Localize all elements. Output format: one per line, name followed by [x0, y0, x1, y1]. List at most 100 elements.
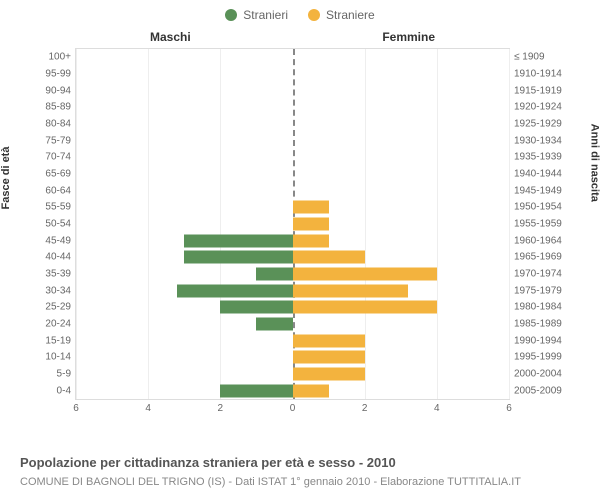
pyramid-row: 30-341975-1979: [76, 282, 509, 299]
legend: Stranieri Straniere: [0, 0, 600, 30]
birth-label: 1985-1989: [509, 318, 562, 329]
pyramid-row: 25-291980-1984: [76, 299, 509, 316]
x-tick-label: 4: [145, 399, 151, 414]
plot-area: 100+≤ 190995-991910-191490-941915-191985…: [75, 48, 510, 400]
pyramid-row: 80-841925-1929: [76, 116, 509, 133]
bar-female: [293, 201, 329, 214]
pyramid-row: 50-541955-1959: [76, 216, 509, 233]
bar-female: [293, 367, 365, 380]
pyramid-row: 100+≤ 1909: [76, 49, 509, 66]
age-label: 70-74: [45, 152, 76, 163]
x-tick-label: 4: [434, 399, 440, 414]
chart-title: Popolazione per cittadinanza straniera p…: [20, 455, 396, 470]
age-label: 0-4: [57, 385, 76, 396]
birth-label: 1925-1929: [509, 118, 562, 129]
birth-label: 1990-1994: [509, 335, 562, 346]
age-label: 40-44: [45, 252, 76, 263]
age-label: 30-34: [45, 285, 76, 296]
birth-label: 1945-1949: [509, 185, 562, 196]
bar-male: [177, 284, 292, 297]
bar-female: [293, 234, 329, 247]
age-label: 90-94: [45, 85, 76, 96]
pyramid-row: 65-691940-1944: [76, 166, 509, 183]
age-label: 25-29: [45, 302, 76, 313]
bar-female: [293, 301, 437, 314]
age-label: 45-49: [45, 235, 76, 246]
pyramid-row: 55-591950-1954: [76, 199, 509, 216]
age-label: 15-19: [45, 335, 76, 346]
bar-female: [293, 351, 365, 364]
pyramid-row: 35-391970-1974: [76, 266, 509, 283]
bar-female: [293, 217, 329, 230]
age-label: 85-89: [45, 102, 76, 113]
bar-male: [256, 267, 292, 280]
bar-male: [220, 301, 292, 314]
bar-male: [184, 234, 292, 247]
x-tick-label: 2: [218, 399, 224, 414]
birth-label: 1995-1999: [509, 352, 562, 363]
age-label: 60-64: [45, 185, 76, 196]
age-label: 10-14: [45, 352, 76, 363]
column-header-right: Femmine: [382, 30, 435, 44]
birth-label: 1975-1979: [509, 285, 562, 296]
pyramid-row: 15-191990-1994: [76, 332, 509, 349]
pyramid-row: 10-141995-1999: [76, 349, 509, 366]
y-axis-label-right: Anni di nascita: [588, 124, 600, 202]
legend-swatch-male: [225, 9, 237, 21]
bar-female: [293, 334, 365, 347]
x-tick-label: 6: [506, 399, 512, 414]
chart: Maschi Femmine Fasce di età Anni di nasc…: [20, 30, 580, 425]
birth-label: 1955-1959: [509, 218, 562, 229]
bar-female: [293, 251, 365, 264]
age-label: 55-59: [45, 202, 76, 213]
column-header-left: Maschi: [150, 30, 191, 44]
birth-label: 2005-2009: [509, 385, 562, 396]
bar-male: [220, 384, 292, 397]
pyramid-row: 0-42005-2009: [76, 382, 509, 399]
y-axis-label-left: Fasce di età: [0, 147, 12, 210]
x-tick-label: 2: [362, 399, 368, 414]
legend-swatch-female: [308, 9, 320, 21]
bar-female: [293, 384, 329, 397]
pyramid-row: 45-491960-1964: [76, 232, 509, 249]
pyramid-row: 90-941915-1919: [76, 82, 509, 99]
age-label: 20-24: [45, 318, 76, 329]
birth-label: 1920-1924: [509, 102, 562, 113]
bar-male: [256, 317, 292, 330]
pyramid-row: 5-92000-2004: [76, 366, 509, 383]
age-label: 95-99: [45, 68, 76, 79]
birth-label: 2000-2004: [509, 368, 562, 379]
age-label: 80-84: [45, 118, 76, 129]
birth-label: 1935-1939: [509, 152, 562, 163]
birth-label: 1960-1964: [509, 235, 562, 246]
pyramid-row: 20-241985-1989: [76, 316, 509, 333]
bar-female: [293, 267, 437, 280]
pyramid-row: 75-791930-1934: [76, 132, 509, 149]
age-label: 50-54: [45, 218, 76, 229]
pyramid-row: 70-741935-1939: [76, 149, 509, 166]
bar-male: [184, 251, 292, 264]
pyramid-row: 60-641945-1949: [76, 182, 509, 199]
age-label: 65-69: [45, 168, 76, 179]
pyramid-row: 85-891920-1924: [76, 99, 509, 116]
birth-label: 1930-1934: [509, 135, 562, 146]
legend-label-female: Straniere: [326, 8, 375, 22]
age-label: 35-39: [45, 268, 76, 279]
birth-label: 1915-1919: [509, 85, 562, 96]
x-tick-label: 6: [73, 399, 79, 414]
bar-female: [293, 284, 408, 297]
birth-label: 1940-1944: [509, 168, 562, 179]
chart-subtitle: COMUNE DI BAGNOLI DEL TRIGNO (IS) - Dati…: [20, 476, 521, 488]
birth-label: 1970-1974: [509, 268, 562, 279]
pyramid-row: 40-441965-1969: [76, 249, 509, 266]
age-label: 5-9: [57, 368, 76, 379]
legend-label-male: Stranieri: [243, 8, 288, 22]
x-tick-label: 0: [290, 399, 296, 414]
birth-label: 1980-1984: [509, 302, 562, 313]
birth-label: 1950-1954: [509, 202, 562, 213]
legend-item-male: Stranieri: [225, 8, 288, 22]
age-label: 100+: [48, 52, 76, 63]
age-label: 75-79: [45, 135, 76, 146]
birth-label: ≤ 1909: [509, 52, 545, 63]
birth-label: 1910-1914: [509, 68, 562, 79]
